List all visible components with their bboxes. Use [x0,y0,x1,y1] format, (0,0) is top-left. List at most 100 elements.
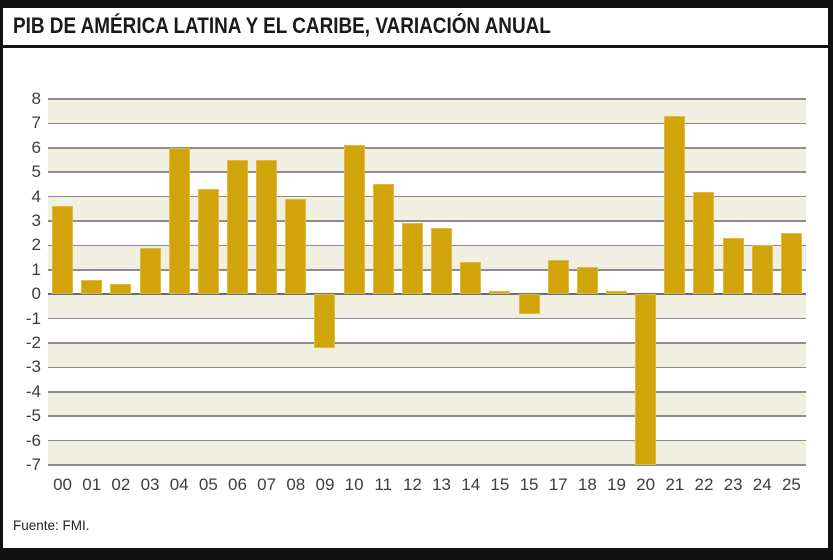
bar-01-1 [81,279,103,295]
gridline-5 [48,171,806,173]
y-tick-label--7: -7 [25,455,41,474]
bar-18-18 [576,267,598,295]
x-tick-label-10-10: 10 [344,475,364,494]
y-tick-label-6: 6 [31,137,41,157]
gridline--3 [48,366,806,369]
bar-08-8 [285,199,307,295]
gridline--4 [48,391,806,393]
background-band [48,221,806,246]
bar-10-10 [343,145,365,295]
x-tick-label-18-18: 18 [577,475,597,494]
bar-21-21 [664,116,686,295]
background-band [48,196,806,221]
background-band [48,172,806,197]
bar-25-25 [780,233,802,295]
x-tick-label-07-7: 07 [257,475,277,494]
bar-05-5 [197,189,219,295]
right-border [828,0,833,560]
background-band [48,245,806,270]
background-band [48,294,806,319]
x-tick-label-20-20: 20 [636,475,656,494]
bar-07-7 [256,160,278,295]
x-tick-label-15-15: 15 [490,475,510,494]
gridline--2 [48,342,806,344]
x-tick-label-06-6: 06 [228,475,247,494]
y-tick-label-3: 3 [31,211,41,230]
y-tick-label--1: -1 [25,308,41,328]
y-tick-label-4: 4 [31,186,41,206]
bar-13-13 [431,228,453,295]
y-tick-label-0: 0 [31,284,41,304]
background-band [48,416,806,441]
bar-17-17 [547,260,569,295]
bar-23-23 [722,238,744,295]
background-band [48,147,806,173]
x-tick-label-13-13: 13 [432,475,452,494]
bar-19-19 [606,290,627,295]
top-border-bar [0,0,833,8]
left-border [0,0,3,560]
chart-title: PIB DE AMÉRICA LATINA Y EL CARIBE, VARIA… [13,13,551,38]
bar-12-12 [401,223,423,295]
y-tick-label-2: 2 [31,235,41,255]
gridline--7 [48,464,806,466]
bar-24-24 [751,245,773,295]
gridline--6 [48,439,806,442]
gridline-4 [48,195,806,198]
y-tick-label-1: 1 [31,259,41,279]
y-tick-label--4: -4 [25,381,41,401]
bar-02-2 [110,284,132,295]
y-tick-label-5: 5 [31,162,41,182]
x-tick-label-01-1: 01 [82,475,102,494]
background-band [48,318,806,343]
background-band [48,123,806,148]
x-tick-label-12-12: 12 [402,475,422,494]
bar-06-6 [227,160,248,295]
gridline-7 [48,122,806,125]
source-note: Fuente: FMI. [13,518,90,533]
bar-04-4 [168,147,190,295]
bar-15-15 [489,290,511,295]
x-tick-label-08-8: 08 [286,475,306,494]
gridline-6 [48,147,806,149]
zero-axis-line [48,293,806,296]
x-tick-label-02-2: 02 [111,475,131,494]
background-band [48,367,806,392]
bar-11-11 [372,184,394,295]
bottom-border-bar [0,548,833,560]
bar-00-0 [52,206,74,295]
x-tick-label-24-24: 24 [752,475,772,494]
title-rule [0,45,833,48]
x-tick-label-11-11: 11 [374,475,393,494]
bar-03-3 [139,247,161,295]
background-band [48,440,806,465]
bar-20-20 [635,294,657,465]
y-tick-label--3: -3 [25,357,41,377]
x-tick-label-00-0: 00 [53,475,73,494]
x-tick-label-22-22: 22 [694,475,714,494]
x-tick-label-09-9: 09 [315,475,335,494]
gridline-1 [48,269,806,271]
y-tick-label-8: 8 [31,89,41,108]
gridline-2 [48,244,806,247]
x-tick-label-03-3: 03 [140,475,160,494]
x-tick-label-15-16: 15 [519,475,539,494]
bar-22-22 [693,191,715,295]
x-tick-label-21-21: 21 [665,475,685,494]
gridline-8 [48,98,806,100]
gridline--1 [48,317,806,320]
x-tick-label-23-23: 23 [723,475,743,494]
x-tick-label-14-14: 14 [461,475,481,494]
x-tick-label-05-5: 05 [198,475,218,494]
background-band [48,391,806,417]
bar-15-16 [518,294,540,314]
bar-14-14 [460,262,482,295]
background-band [48,343,806,368]
gridline-3 [48,220,806,222]
bar-09-9 [314,294,336,348]
y-tick-label--2: -2 [25,333,41,352]
y-tick-label-7: 7 [31,113,41,133]
x-tick-label-04-4: 04 [169,475,189,494]
background-band [48,269,806,295]
